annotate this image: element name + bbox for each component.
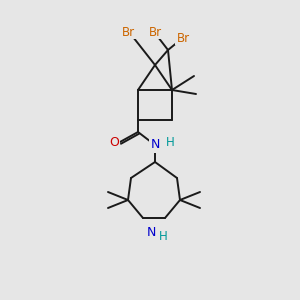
Text: N: N <box>146 226 156 238</box>
Text: N: N <box>150 139 160 152</box>
Text: H: H <box>166 136 174 148</box>
Text: H: H <box>159 230 167 242</box>
Text: O: O <box>109 136 119 148</box>
Text: Br: Br <box>122 26 135 38</box>
Text: Br: Br <box>148 26 162 38</box>
Text: Br: Br <box>176 32 190 44</box>
